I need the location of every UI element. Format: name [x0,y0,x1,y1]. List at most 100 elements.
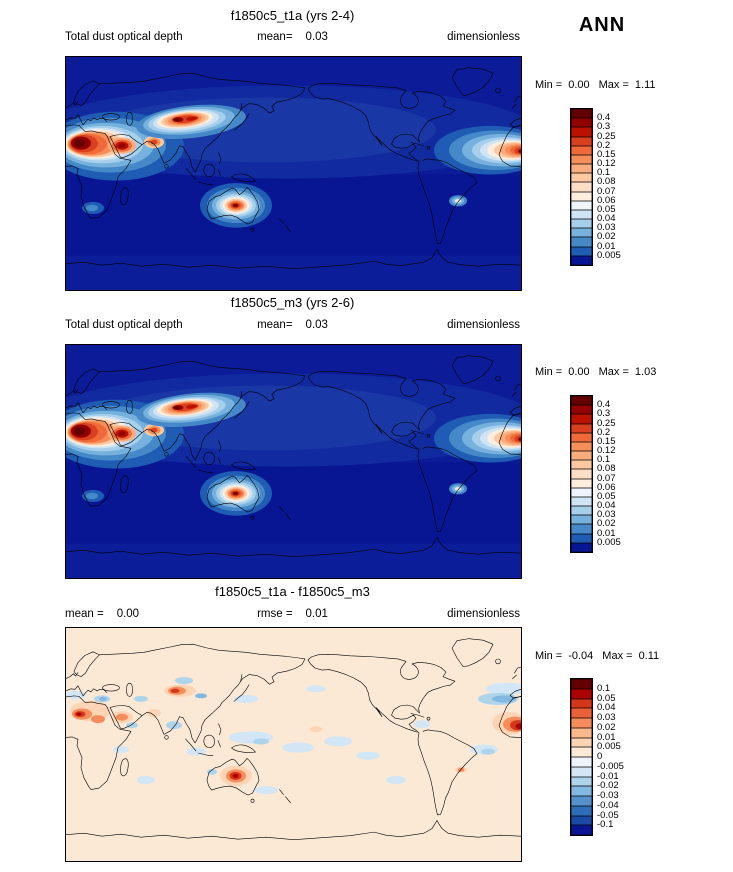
colorbar-tick-label: 0.08 [597,463,616,475]
rmse-value: 0.01 [305,608,328,620]
min-value: 0.00 [568,79,590,91]
colorbar-box [571,255,592,265]
colorbar-3-stack [570,678,593,836]
colorbar-tick-label: 0.12 [597,158,616,170]
colorbar-box [571,727,592,738]
mean-value: 0.03 [305,319,328,331]
panel-1-minmax: Min = 0.00 Max = 1.11 [535,79,665,91]
colorbar-1-stack [570,108,593,266]
colorbar-box [571,414,592,424]
colorbar-box [571,478,592,488]
colorbar-box [571,136,592,146]
colorbar-box [571,506,592,516]
colorbar-tick-label: 0.005 [597,249,621,261]
colorbar-box [571,237,592,247]
colorbar-tick-label: 0.005 [597,536,621,548]
season-label: ANN [578,14,626,36]
map-panel-2 [65,344,522,579]
colorbar-box [571,776,592,787]
max-value: 1.11 [634,79,656,91]
dust-field [66,345,521,578]
colorbar-3: 0.1 0.05 0.04 0.03 0.02 0.01 0.005 0 -0.005 -0.01… [570,678,634,836]
colorbar-tick-label: 0.02 [597,518,616,530]
min-value: -0.04 [568,650,594,662]
map-panel-1 [65,56,522,291]
colorbar-tick-label: 0.3 [597,121,611,133]
colorbar-box [571,796,592,806]
colorbar-tick-label: 0.01 [597,731,616,743]
min-label: Min = [535,650,563,662]
colorbar-box [571,698,592,709]
colorbar-box [571,246,592,256]
colorbar-box [571,496,592,507]
min-value: 0.00 [568,366,590,378]
colorbar-box [571,815,592,826]
colorbar-tick-label: -0.02 [597,780,619,792]
mean-label: mean= [257,31,293,43]
colorbar-box [571,109,592,119]
colorbar-tick-label: 0.05 [597,490,616,502]
colorbar-tick-label: 0 [597,751,603,762]
rmse-label: rmse = [257,608,293,620]
max-value: 1.03 [634,366,657,378]
colorbar-box [571,228,592,238]
panel-2-mean: mean= 0.03 [257,319,328,331]
difference-field [66,628,521,861]
panel-3-stats-row: mean = 0.00 rmse = 0.01 dimensionless [65,608,520,623]
max-value: 0.11 [638,650,660,662]
colorbar-box [571,451,592,461]
colorbar-box [571,154,592,165]
colorbar-tick-label: 0.4 [597,399,611,411]
panel-2-units: dimensionless [447,319,520,331]
panel-2-stats-row: Total dust optical depth mean= 0.03 dimen… [65,319,520,334]
colorbar-box [571,423,592,433]
colorbar-tick-label: -0.05 [597,809,619,821]
colorbar-tick-label: 0.04 [597,702,616,714]
colorbar-box [571,209,592,220]
colorbar-tick-label: 0.12 [597,445,616,457]
colorbar-tick-label: -0.04 [597,799,619,811]
max-label: Max = [598,366,629,378]
colorbar-box [571,182,592,192]
panel-3-title: f1850c5_t1a - f1850c5_m3 [215,584,370,599]
panel-1-variable-label: Total dust optical depth [65,31,183,43]
colorbar-tick-label: 0.2 [597,139,611,151]
colorbar-2: 0.4 0.3 0.25 0.2 0.15 0.12 0.1 0.08 0.07 0.06 0.05… [570,395,634,553]
colorbar-tick-label: 0.05 [597,692,616,704]
panel-1-units: dimensionless [447,31,520,43]
colorbar-box [571,679,592,689]
panel-2-minmax: Min = 0.00 Max = 1.03 [535,366,665,378]
colorbar-box [571,396,592,406]
colorbar-box [571,708,592,718]
min-label: Min = [535,366,563,378]
colorbar-tick-label: 0.005 [597,741,621,753]
colorbar-tick-label: 0.2 [597,426,611,438]
colorbar-1: 0.4 0.3 0.25 0.2 0.15 0.12 0.1 0.08 0.07 0.06 0.05… [570,108,634,266]
colorbar-box [571,515,592,525]
colorbar-box [571,405,592,415]
colorbar-box [571,757,592,767]
colorbar-box [571,173,592,183]
colorbar-box [571,118,592,128]
colorbar-box [571,524,592,534]
colorbar-box [571,432,592,442]
colorbar-tick-label: -0.01 [597,770,619,782]
colorbar-tick-label: 0.06 [597,194,616,206]
colorbar-tick-label: 0.25 [597,417,616,429]
colorbar-tick-label: 0.04 [597,500,616,512]
panel-3-units: dimensionless [447,608,520,620]
colorbar-box [571,487,592,497]
colorbar-tick-label: -0.005 [597,760,624,772]
world-map-case2 [66,345,521,578]
panel-2-variable-label: Total dust optical depth [65,319,183,331]
colorbar-tick-label: 0.07 [597,185,616,197]
colorbar-box [571,219,592,229]
colorbar-tick-label: 0.1 [597,454,611,466]
colorbar-box [571,460,592,470]
colorbar-tick-label: 0.02 [597,231,616,243]
panel-1-mean: mean= 0.03 [257,31,328,43]
dust-field [66,57,521,290]
colorbar-tick-label: 0.04 [597,213,616,225]
colorbar-box [571,164,592,174]
